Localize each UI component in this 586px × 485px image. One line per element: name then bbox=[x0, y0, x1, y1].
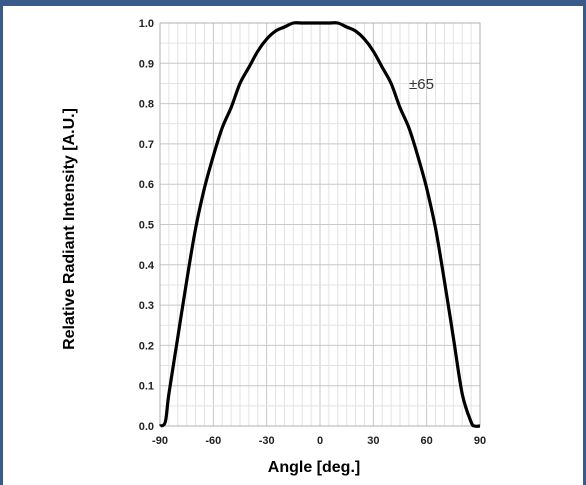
y-axis-ticks: 0.0 0.1 0.2 0.3 0.4 0.5 0.6 0.7 0.8 0.9 1.0 bbox=[139, 18, 155, 433]
x-axis-ticks: -90 -60 -30 0 30 60 90 bbox=[152, 435, 486, 447]
x-tick-label: -90 bbox=[152, 435, 168, 447]
y-tick-label: 0.5 bbox=[139, 220, 154, 232]
y-axis-label: Relative Radiant Intensity [A.U.] bbox=[61, 108, 78, 350]
y-tick-label: 0.6 bbox=[139, 179, 154, 191]
x-tick-label: 90 bbox=[474, 435, 486, 447]
y-tick-label: 0.1 bbox=[139, 381, 154, 393]
intensity-curve bbox=[159, 21, 481, 428]
angle-annotation: ±65 bbox=[409, 76, 434, 93]
x-tick-label: -60 bbox=[205, 435, 221, 447]
x-tick-label: -30 bbox=[259, 435, 275, 447]
x-axis-label: Angle [deg.] bbox=[268, 459, 360, 476]
y-tick-label: 1.0 bbox=[139, 18, 154, 30]
y-tick-label: 0.8 bbox=[139, 99, 154, 111]
x-tick-label: 60 bbox=[421, 435, 433, 447]
x-tick-label: 30 bbox=[367, 435, 379, 447]
grid bbox=[159, 22, 481, 427]
y-tick-label: 0.2 bbox=[139, 340, 154, 352]
y-tick-label: 0.3 bbox=[139, 300, 154, 312]
x-tick-label: 0 bbox=[317, 435, 323, 447]
y-tick-label: 0.7 bbox=[139, 139, 154, 151]
y-tick-label: 0.9 bbox=[139, 58, 154, 70]
y-tick-label: 0.4 bbox=[139, 260, 155, 272]
y-tick-label: 0.0 bbox=[139, 421, 154, 433]
radiation-pattern-chart: 0.0 0.1 0.2 0.3 0.4 0.5 0.6 0.7 0.8 0.9 1.0 -90 -60… bbox=[61, 18, 486, 476]
